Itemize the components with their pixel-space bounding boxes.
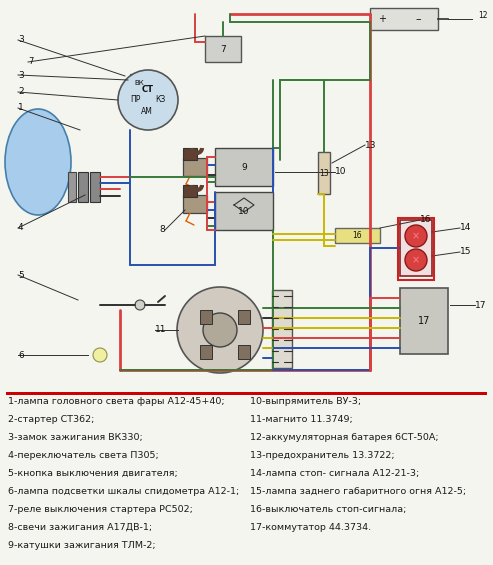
Circle shape xyxy=(135,300,145,310)
Text: 6-лампа подсветки шкалы спидометра А12-1;: 6-лампа подсветки шкалы спидометра А12-1… xyxy=(8,487,239,496)
Text: 5: 5 xyxy=(18,271,24,280)
Bar xyxy=(238,345,250,359)
Bar xyxy=(205,36,241,62)
Text: АМ: АМ xyxy=(141,107,153,116)
Circle shape xyxy=(203,313,237,347)
Bar xyxy=(183,185,197,197)
Text: 12: 12 xyxy=(478,11,488,20)
Circle shape xyxy=(405,225,427,247)
Text: 4: 4 xyxy=(18,224,24,233)
Bar xyxy=(183,195,207,213)
Text: КЗ: КЗ xyxy=(155,95,165,105)
Circle shape xyxy=(118,70,178,130)
Bar xyxy=(6,392,487,394)
Text: 9: 9 xyxy=(241,163,247,172)
Bar xyxy=(238,310,250,324)
Bar xyxy=(68,172,76,202)
Text: 17-коммутатор 44.3734.: 17-коммутатор 44.3734. xyxy=(250,523,371,532)
Circle shape xyxy=(93,348,107,362)
Text: ×: × xyxy=(412,255,420,265)
Text: 15: 15 xyxy=(460,247,471,257)
Text: 16-выключатель стоп-сигнала;: 16-выключатель стоп-сигнала; xyxy=(250,505,406,514)
Text: СТ: СТ xyxy=(142,85,154,94)
Text: 17: 17 xyxy=(418,316,430,326)
Text: 2-стартер СТ362;: 2-стартер СТ362; xyxy=(8,415,94,424)
Text: –: – xyxy=(415,14,421,24)
Bar xyxy=(200,345,212,359)
Text: 10: 10 xyxy=(335,167,347,176)
Text: 10-выпрямитель ВУ-3;: 10-выпрямитель ВУ-3; xyxy=(250,397,361,406)
Text: 9-катушки зажигания ТЛМ-2;: 9-катушки зажигания ТЛМ-2; xyxy=(8,541,156,550)
Text: 3: 3 xyxy=(18,71,24,80)
Bar xyxy=(400,220,432,276)
Text: 13: 13 xyxy=(319,168,329,177)
Circle shape xyxy=(405,249,427,271)
Bar xyxy=(272,290,292,368)
Bar xyxy=(398,218,434,280)
Text: ПР: ПР xyxy=(130,95,140,105)
Bar xyxy=(318,152,330,194)
Bar xyxy=(400,288,448,354)
Text: ×: × xyxy=(412,231,420,241)
Bar xyxy=(183,158,207,176)
Text: 14-лампа стоп- сигнала А12-21-3;: 14-лампа стоп- сигнала А12-21-3; xyxy=(250,469,419,478)
Text: 5-кнопка выключения двигателя;: 5-кнопка выключения двигателя; xyxy=(8,469,178,478)
Text: 8-свечи зажигания А17ДВ-1;: 8-свечи зажигания А17ДВ-1; xyxy=(8,523,152,532)
Text: 3-замок зажигания ВК330;: 3-замок зажигания ВК330; xyxy=(8,433,143,442)
Text: 11-магнито 11.3749;: 11-магнито 11.3749; xyxy=(250,415,353,424)
Text: 14: 14 xyxy=(460,224,471,233)
Circle shape xyxy=(177,287,263,373)
Bar xyxy=(183,148,197,160)
Text: 7-реле выключения стартера РС502;: 7-реле выключения стартера РС502; xyxy=(8,505,193,514)
Text: 4-переключатель света П305;: 4-переключатель света П305; xyxy=(8,451,159,460)
Text: 7: 7 xyxy=(28,58,34,67)
Text: 3: 3 xyxy=(18,36,24,45)
Bar xyxy=(215,148,273,186)
Bar xyxy=(215,192,273,230)
Bar xyxy=(90,172,100,202)
Text: 7: 7 xyxy=(220,45,226,54)
Text: 16: 16 xyxy=(352,231,362,240)
Text: 12-аккумуляторная батарея 6СТ-50А;: 12-аккумуляторная батарея 6СТ-50А; xyxy=(250,433,439,442)
Text: 2: 2 xyxy=(18,88,24,97)
Text: 8: 8 xyxy=(159,225,165,234)
Bar xyxy=(78,172,88,202)
Text: 13: 13 xyxy=(365,141,377,150)
Text: 1-лампа головного света фары А12-45+40;: 1-лампа головного света фары А12-45+40; xyxy=(8,397,225,406)
Text: 17: 17 xyxy=(475,301,487,310)
Bar xyxy=(335,228,380,243)
Text: 1: 1 xyxy=(18,103,24,112)
Text: ВК: ВК xyxy=(134,80,144,86)
Text: 13-предохранитель 13.3722;: 13-предохранитель 13.3722; xyxy=(250,451,394,460)
Text: 16: 16 xyxy=(420,215,431,224)
Bar xyxy=(200,310,212,324)
Text: +: + xyxy=(378,14,386,24)
Ellipse shape xyxy=(5,109,71,215)
Text: 10: 10 xyxy=(238,206,250,215)
Text: 6: 6 xyxy=(18,350,24,359)
Bar xyxy=(370,8,438,30)
Bar xyxy=(130,74,148,92)
Text: 11: 11 xyxy=(155,325,167,334)
Text: 15-лампа заднего габаритного огня А12-5;: 15-лампа заднего габаритного огня А12-5; xyxy=(250,487,466,496)
